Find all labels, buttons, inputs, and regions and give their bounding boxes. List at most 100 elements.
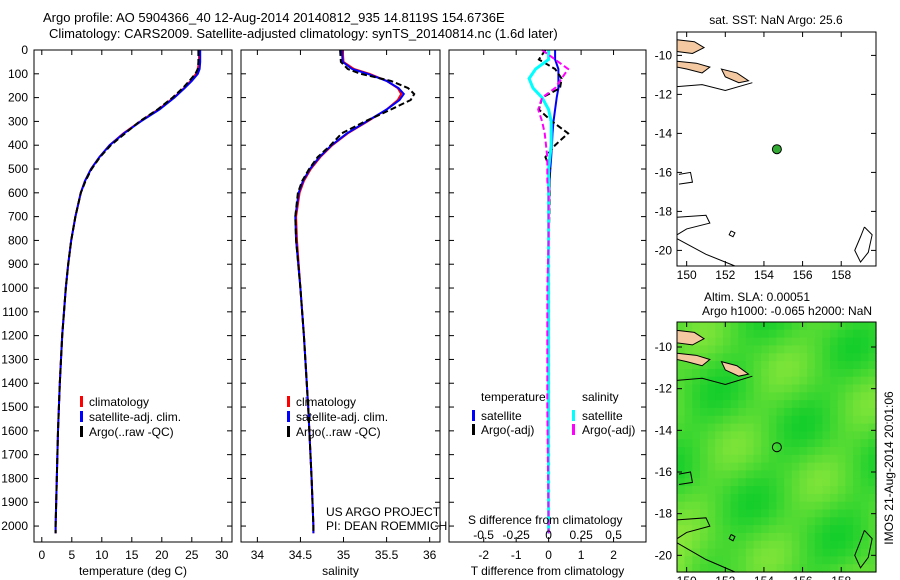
sla-cell bbox=[830, 548, 839, 557]
sla-cell bbox=[784, 478, 793, 487]
sla-cell bbox=[730, 548, 739, 557]
sla-cell bbox=[868, 493, 877, 503]
sla-cell bbox=[860, 329, 869, 339]
argo-position-marker bbox=[771, 442, 782, 453]
sla-cell bbox=[753, 454, 762, 464]
sla-cell bbox=[692, 361, 701, 370]
sla-cell bbox=[753, 439, 762, 448]
sla-cell bbox=[753, 415, 762, 425]
sla-cell bbox=[715, 486, 724, 495]
sla-cell bbox=[715, 431, 724, 440]
sla-cell bbox=[692, 532, 701, 542]
sla-cell bbox=[776, 517, 785, 526]
sla-cell bbox=[853, 548, 862, 557]
sla-cell bbox=[807, 478, 816, 487]
sla-cell bbox=[761, 353, 770, 362]
sla-cell bbox=[699, 447, 709, 456]
x-tick-label: -1 bbox=[511, 548, 522, 562]
sla-cell bbox=[776, 376, 785, 386]
sla-cell bbox=[753, 337, 762, 347]
sla-cell bbox=[692, 462, 701, 472]
sla-cell bbox=[807, 353, 816, 362]
sla-cell bbox=[868, 322, 877, 331]
x-tick-label: 36 bbox=[423, 548, 437, 562]
sla-cell bbox=[715, 439, 724, 448]
sla-cell bbox=[745, 517, 755, 526]
sla-cell bbox=[738, 454, 747, 464]
sla-cell bbox=[730, 329, 739, 339]
sla-cell bbox=[807, 509, 816, 518]
sla-cell bbox=[753, 392, 762, 401]
sla-cell bbox=[845, 376, 854, 386]
sla-cell bbox=[837, 407, 846, 417]
sla-cell bbox=[738, 470, 747, 479]
sla-cell bbox=[791, 407, 801, 417]
sla-cell bbox=[768, 415, 778, 425]
y-tick-label: 600 bbox=[8, 186, 28, 200]
sla-cell bbox=[860, 361, 869, 370]
sla-cell bbox=[761, 447, 770, 456]
sla-cell bbox=[860, 415, 869, 425]
sla-cell bbox=[845, 439, 854, 448]
sla-cell bbox=[807, 501, 816, 511]
sla-cell bbox=[807, 423, 816, 432]
sla-cell bbox=[837, 564, 846, 573]
sla-cell bbox=[868, 454, 877, 464]
sla-cell bbox=[860, 353, 869, 362]
sla-cell bbox=[768, 493, 778, 503]
sla-cell bbox=[692, 509, 701, 518]
sla-cell bbox=[738, 337, 747, 347]
sla-cell bbox=[692, 478, 701, 487]
sla-cell bbox=[860, 540, 869, 550]
sla-cell bbox=[807, 392, 816, 401]
lat-tick-label: -16 bbox=[655, 465, 673, 479]
sla-cell bbox=[715, 322, 724, 331]
lon-tick-label: 152 bbox=[715, 268, 735, 282]
sla-cell bbox=[677, 517, 686, 526]
lon-tick-label: 158 bbox=[831, 574, 851, 580]
sla-cell bbox=[776, 532, 785, 542]
sla-cell bbox=[699, 501, 709, 511]
sla-cell bbox=[730, 564, 739, 573]
sla-cell bbox=[768, 337, 778, 347]
x-axis-label: salinity bbox=[322, 564, 359, 578]
sla-cell bbox=[738, 376, 747, 386]
sla-cell bbox=[822, 407, 831, 417]
plot-frame bbox=[448, 49, 647, 543]
sla-cell bbox=[677, 423, 686, 432]
sla-cell bbox=[684, 462, 693, 472]
sla-cell bbox=[753, 345, 762, 354]
sla-cell bbox=[745, 384, 755, 393]
sla-cell bbox=[845, 345, 854, 354]
sla-cell bbox=[853, 329, 862, 339]
sla-cell bbox=[745, 501, 755, 511]
sla-cell bbox=[776, 486, 785, 495]
sla-cell bbox=[776, 400, 785, 409]
sla-cell bbox=[738, 400, 747, 409]
y-tick-label: 1500 bbox=[1, 400, 28, 414]
sla-cell bbox=[738, 525, 747, 534]
land-patch bbox=[720, 360, 750, 377]
figure-title: Argo profile: AO 5904366_40 12-Aug-2014 … bbox=[0, 0, 660, 48]
sla-cell bbox=[784, 517, 793, 526]
legend-label: satellite-adj. clim. bbox=[89, 410, 181, 424]
sla-cell bbox=[868, 470, 877, 479]
depth-contour bbox=[676, 214, 711, 236]
sla-cell bbox=[860, 447, 869, 456]
sla-cell bbox=[868, 345, 877, 354]
sla-cell bbox=[699, 564, 709, 573]
y-tick-label: 1800 bbox=[1, 471, 28, 485]
sla-cell bbox=[784, 431, 793, 440]
sla-cell bbox=[776, 525, 785, 534]
sla-cell bbox=[699, 486, 709, 495]
sla-cell bbox=[814, 525, 824, 534]
sla-cell bbox=[784, 447, 793, 456]
sla-cell bbox=[830, 525, 839, 534]
sla-cell bbox=[761, 548, 770, 557]
sla-cell bbox=[799, 392, 808, 401]
sla-cell bbox=[799, 548, 808, 557]
sla-cell bbox=[761, 376, 770, 386]
sla-cell bbox=[761, 462, 770, 472]
sla-cell bbox=[692, 384, 701, 393]
sla-cell bbox=[738, 392, 747, 401]
